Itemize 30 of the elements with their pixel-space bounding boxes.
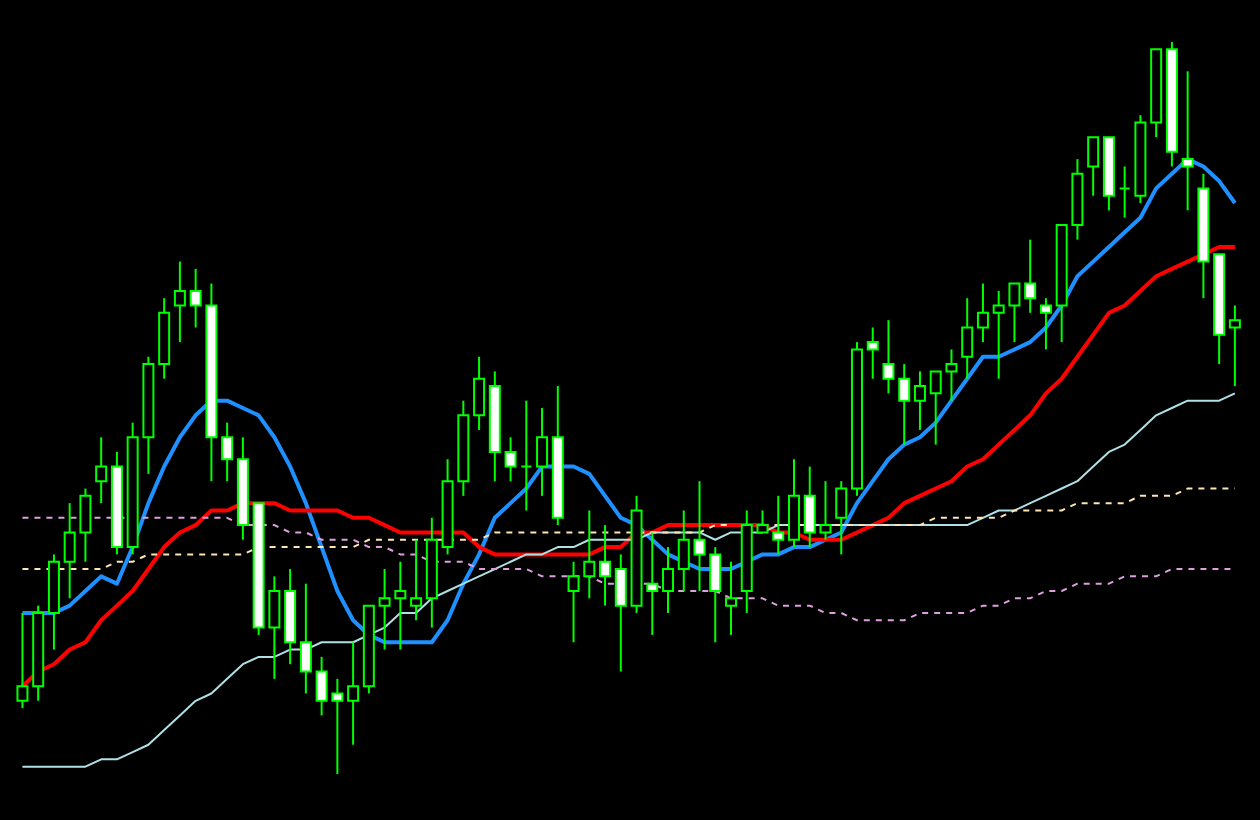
candlestick — [520, 399, 533, 512]
candlestick — [961, 297, 974, 380]
candlestick — [95, 436, 108, 505]
candlestick — [599, 524, 612, 607]
candlestick — [473, 355, 486, 431]
candlestick — [221, 421, 234, 483]
candlestick — [504, 436, 517, 483]
candlestick — [410, 538, 423, 622]
candlestick — [614, 553, 627, 673]
candlestick — [1181, 70, 1194, 212]
candlestick — [725, 560, 738, 636]
candlestick — [677, 509, 690, 592]
candlestick — [882, 319, 895, 395]
candlestick — [1118, 165, 1131, 219]
candlestick — [787, 458, 800, 549]
candlestick — [1039, 297, 1052, 351]
candlestick — [866, 326, 879, 380]
candlestick — [976, 282, 989, 344]
candlestick — [1087, 136, 1100, 197]
candlestick — [835, 480, 848, 556]
candlestick — [536, 407, 549, 497]
candlestick — [347, 641, 360, 746]
candlestick — [662, 546, 675, 614]
candlestick — [1024, 238, 1037, 314]
candlestick — [16, 611, 29, 710]
candlestick — [1228, 304, 1241, 388]
candlestick — [173, 260, 186, 344]
candlestick — [898, 363, 911, 446]
candlestick — [299, 582, 312, 695]
candlestick — [913, 370, 926, 431]
